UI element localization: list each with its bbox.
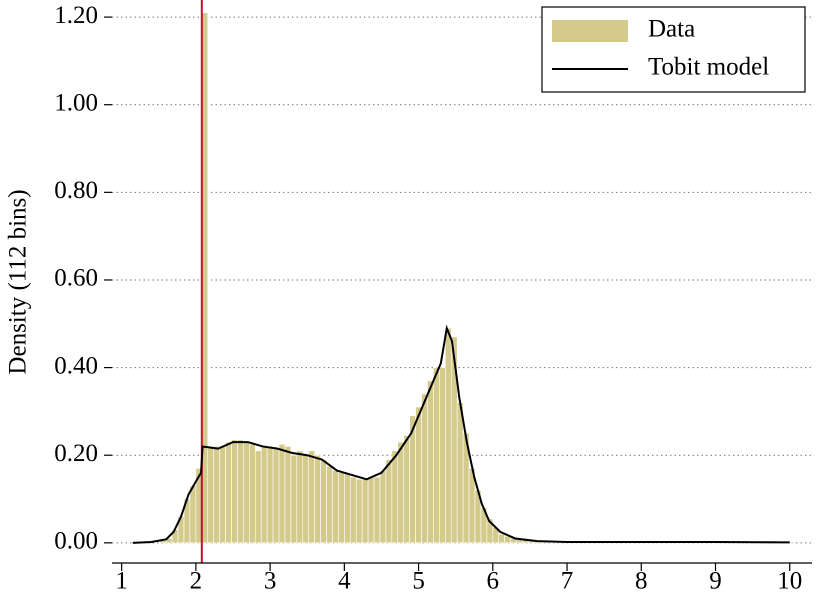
x-tick-label: 8: [635, 568, 648, 595]
bar: [367, 476, 375, 544]
x-tick-label: 5: [412, 568, 425, 595]
bar: [439, 367, 446, 544]
model-line: [132, 324, 790, 544]
bar: [498, 533, 505, 544]
x-tick-label: 9: [709, 568, 722, 595]
bar: [344, 472, 351, 544]
legend-label: Tobit model: [648, 54, 769, 81]
bar: [415, 406, 422, 544]
x-tick-label: 10: [777, 568, 802, 595]
bar: [225, 441, 232, 544]
bar: [391, 450, 399, 544]
bar: [456, 402, 464, 544]
bar: [314, 454, 321, 544]
y-tick-label: 0.00: [54, 528, 98, 555]
bar: [260, 446, 268, 544]
y-tick-label: 1.20: [54, 2, 98, 29]
bar: [338, 472, 345, 544]
bar: [207, 446, 214, 544]
bar: [397, 441, 405, 544]
bar: [237, 439, 244, 544]
bar: [332, 470, 339, 544]
bar: [379, 470, 387, 544]
bar: [254, 450, 262, 544]
bar: [296, 450, 304, 544]
y-tick-label: 0.40: [54, 352, 98, 379]
bar: [326, 465, 333, 544]
bar: [385, 459, 393, 544]
bar: [349, 476, 357, 544]
x-tick-label: 1: [115, 568, 128, 595]
x-tick-label: 2: [190, 568, 203, 595]
y-tick-label: 1.00: [54, 89, 98, 116]
bar: [320, 459, 327, 544]
bar: [219, 446, 226, 544]
bar: [189, 485, 197, 544]
bar: [355, 479, 363, 544]
bar: [504, 535, 511, 544]
bar: [789, 541, 796, 544]
y-tick-label: 0.60: [54, 265, 98, 292]
legend-label: Data: [648, 16, 695, 43]
bar: [308, 450, 315, 544]
bar: [361, 479, 369, 544]
y-tick-label: 0.80: [54, 177, 98, 204]
x-tick-label: 7: [561, 568, 574, 595]
bar: [444, 327, 452, 544]
bar: [231, 439, 238, 544]
bar: [249, 443, 256, 544]
bar: [290, 454, 298, 544]
bar: [284, 446, 292, 544]
bar: [278, 443, 286, 544]
bar: [266, 446, 274, 544]
bar: [421, 393, 428, 544]
bar: [403, 435, 410, 544]
bar: [272, 448, 280, 544]
legend-swatch: [552, 20, 628, 42]
bar: [213, 446, 220, 544]
x-tick-label: 3: [264, 568, 277, 595]
bar: [433, 367, 440, 544]
bar: [243, 441, 250, 544]
y-tick-label: 0.20: [54, 440, 98, 467]
bar: [373, 476, 381, 544]
bar: [302, 454, 310, 544]
bar: [427, 380, 434, 544]
x-tick-label: 6: [487, 568, 500, 595]
x-tick-label: 4: [338, 568, 351, 595]
y-axis-label: Density (112 bins): [5, 189, 32, 374]
